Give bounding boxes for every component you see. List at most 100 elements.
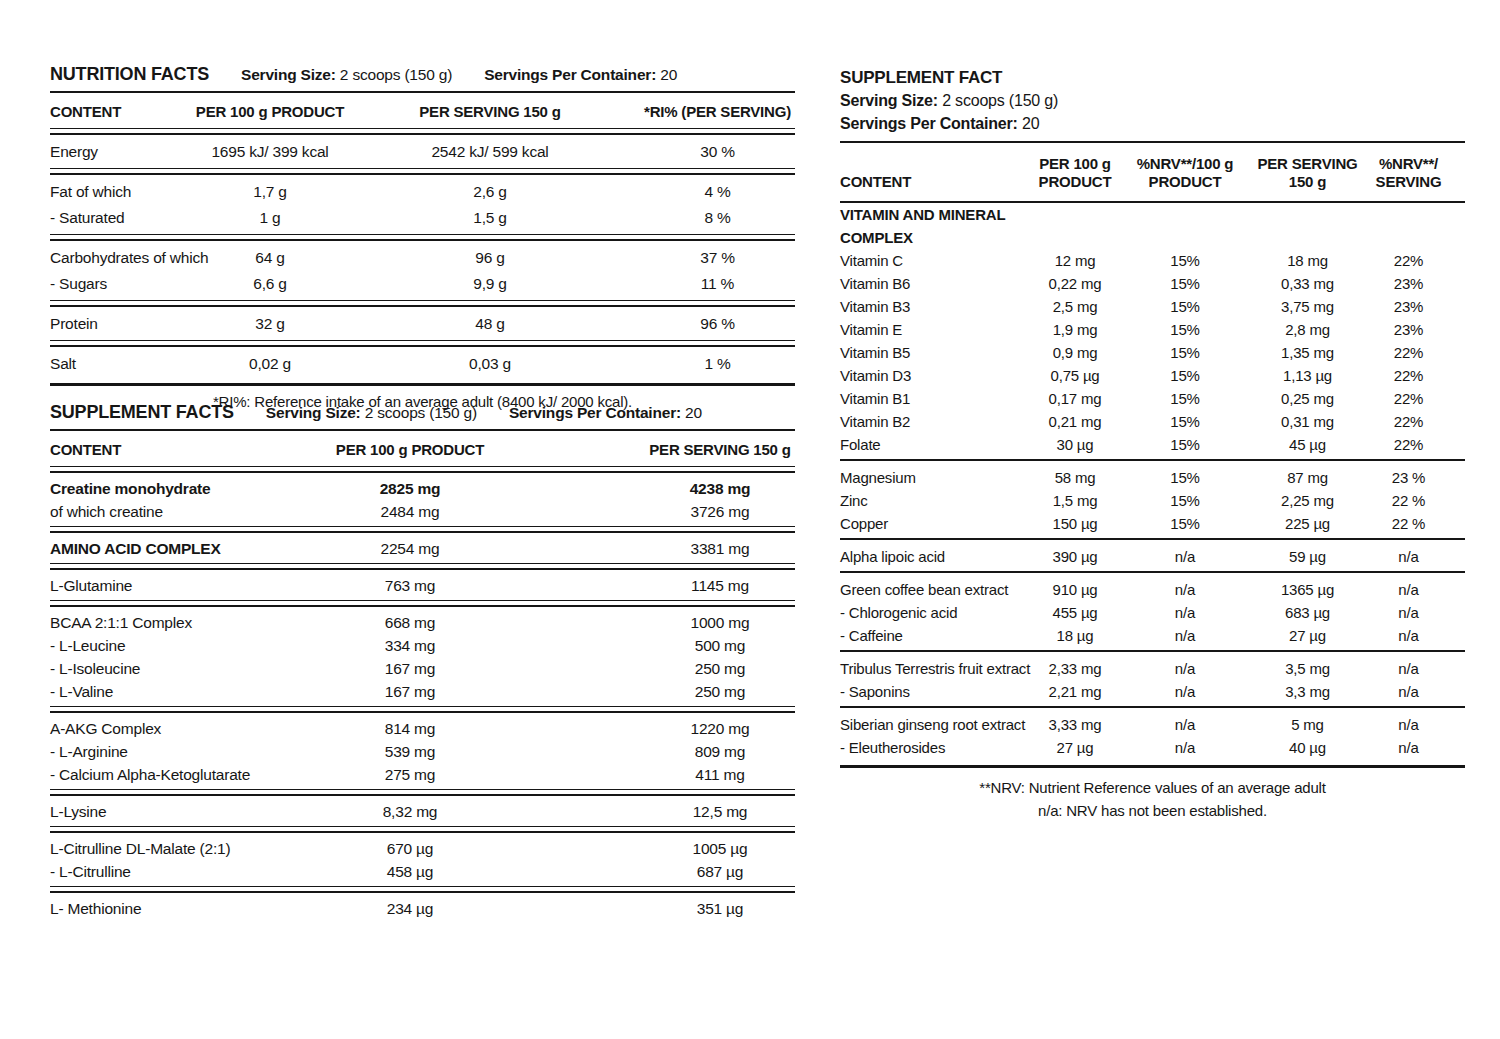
divider: [50, 383, 795, 386]
servings-per-container: Servings Per Container: 20: [509, 404, 702, 422]
nutrition-facts-table: NUTRITION FACTS Serving Size: 2 scoops (…: [50, 64, 795, 410]
nrv-100g-value: 15%: [1125, 410, 1245, 433]
serving-size-value: 2 scoops (150 g): [942, 92, 1058, 109]
nrv-serving-value: 22%: [1352, 410, 1465, 433]
table-row: Vitamin B1 0,17 mg 15% 0,25 mg 22%: [840, 387, 1465, 410]
table-row: Vitamin B6 0,22 mg 15% 0,33 mg 23%: [840, 272, 1465, 295]
divider: [50, 128, 795, 135]
table-row: Copper 150 µg 15% 225 µg 22 %: [840, 512, 1465, 535]
per-100g-value: 1695 kJ/ 399 kcal: [170, 139, 370, 165]
table-row: Creatine monohydrate 2825 mg 4238 mg: [50, 477, 795, 500]
nrv-100g-value: n/a: [1125, 578, 1245, 601]
table-row: Zinc 1,5 mg 15% 2,25 mg 22 %: [840, 489, 1465, 512]
table-row: Energy 1695 kJ/ 399 kcal 2542 kJ/ 599 kc…: [50, 139, 795, 165]
table-row: AMINO ACID COMPLEX 2254 mg 3381 mg: [50, 537, 795, 560]
col-header-per-serving: PER SERVING 150 g: [595, 441, 845, 460]
col-header-content: CONTENT: [50, 441, 121, 460]
nrv-100g-value: 15%: [1125, 466, 1245, 489]
ingredient-name: VITAMIN AND MINERAL COMPLEX: [840, 203, 1035, 249]
vitamin-rows: VITAMIN AND MINERAL COMPLEX Vitamin C 12…: [840, 203, 1465, 759]
nrv-100g-value: n/a: [1125, 736, 1245, 759]
nrv-100g-value: 15%: [1125, 272, 1245, 295]
per-100g-value: 1,7 g: [170, 179, 370, 205]
nrv-100g-value: 15%: [1125, 341, 1245, 364]
per-100g-value: 8,32 mg: [260, 800, 560, 823]
per-serving-value: 809 mg: [595, 740, 845, 763]
serving-size-label: Serving Size:: [840, 92, 938, 109]
table-row: VITAMIN AND MINERAL COMPLEX: [840, 203, 1465, 249]
nrv-serving-value: 22%: [1352, 341, 1465, 364]
per-serving-value: 411 mg: [595, 763, 845, 786]
supplement-facts-titlebar: SUPPLEMENT FACTS Serving Size: 2 scoops …: [50, 402, 795, 423]
section-divider: [50, 168, 795, 175]
per-100g-value: 670 µg: [260, 837, 560, 860]
supplement-facts-table: SUPPLEMENT FACTS Serving Size: 2 scoops …: [50, 402, 795, 920]
section-divider: [840, 650, 1465, 652]
nrv-serving-value: 23%: [1352, 272, 1465, 295]
serving-size-value: 2 scoops (150 g): [365, 404, 477, 421]
nrv-serving-value: 23%: [1352, 295, 1465, 318]
nrv-100g-value: n/a: [1125, 713, 1245, 736]
table-row: Vitamin B3 2,5 mg 15% 3,75 mg 23%: [840, 295, 1465, 318]
table-row: Protein 32 g 48 g 96 %: [50, 311, 795, 337]
col-header-per-serving: PER SERVING 150 g: [390, 103, 590, 122]
nutrition-rows: Energy 1695 kJ/ 399 kcal 2542 kJ/ 599 kc…: [50, 139, 795, 377]
per-serving-value: 48 g: [390, 311, 590, 337]
table-row: - L-Leucine 334 mg 500 mg: [50, 634, 795, 657]
col-header-ri-percent: *RI% (PER SERVING): [640, 103, 795, 122]
table-row: L-Glutamine 763 mg 1145 mg: [50, 574, 795, 597]
table-row: - Caffeine 18 µg n/a 27 µg n/a: [840, 624, 1465, 647]
per-100g-value: 539 mg: [260, 740, 560, 763]
col-header-content: CONTENT: [840, 173, 911, 192]
per-100g-value: 0,02 g: [170, 351, 370, 377]
section-divider: [50, 563, 795, 570]
section-divider: [50, 234, 795, 241]
per-serving-value: 1,5 g: [390, 205, 590, 231]
nrv-footnote-line2: n/a: NRV has not been established.: [840, 800, 1465, 823]
table-row: Folate 30 µg 15% 45 µg 22%: [840, 433, 1465, 456]
table-row: L-Citrulline DL-Malate (2:1) 670 µg 1005…: [50, 837, 795, 860]
ri-percent-value: 11 %: [640, 271, 795, 297]
right-table-title: SUPPLEMENT FACT: [840, 66, 1465, 89]
per-100g-value: 334 mg: [260, 634, 560, 657]
per-100g-value: 167 mg: [260, 657, 560, 680]
supplement-rows: Creatine monohydrate 2825 mg 4238 mg of …: [50, 477, 795, 920]
serving-size-value: 2 scoops (150 g): [340, 66, 452, 83]
per-100g-value: 6,6 g: [170, 271, 370, 297]
nrv-serving-value: 22%: [1352, 249, 1465, 272]
per-serving-value: 687 µg: [595, 860, 845, 883]
section-divider: [50, 789, 795, 796]
nrv-100g-value: 15%: [1125, 387, 1245, 410]
per-100g-value: 167 mg: [260, 680, 560, 703]
nrv-serving-value: n/a: [1352, 680, 1465, 703]
per-serving-value: 2542 kJ/ 599 kcal: [390, 139, 590, 165]
section-divider: [840, 538, 1465, 540]
per-serving-value: 2,6 g: [390, 179, 590, 205]
per-100g-value: 234 µg: [260, 897, 560, 920]
table-row: - Saturated 1 g 1,5 g 8 %: [50, 205, 795, 231]
section-divider: [840, 571, 1465, 573]
table-row: Carbohydrates of which 64 g 96 g 37 %: [50, 245, 795, 271]
table-row: Green coffee bean extract 910 µg n/a 136…: [840, 578, 1465, 601]
serving-size-label: Serving Size:: [266, 404, 361, 421]
per-serving-value: 12,5 mg: [595, 800, 845, 823]
ri-percent-value: 1 %: [640, 351, 795, 377]
per-100g-value: 814 mg: [260, 717, 560, 740]
per-100g-value: 275 mg: [260, 763, 560, 786]
servings-per-container: Servings Per Container: 20: [484, 66, 677, 84]
nrv-serving-value: n/a: [1352, 545, 1465, 568]
table-row: Vitamin B2 0,21 mg 15% 0,31 mg 22%: [840, 410, 1465, 433]
ri-percent-value: 96 %: [640, 311, 795, 337]
col-header-nrv-serving: %NRV**/ SERVING: [1352, 155, 1465, 193]
table-row: of which creatine 2484 mg 3726 mg: [50, 500, 795, 523]
per-serving-value: 96 g: [390, 245, 590, 271]
col-header-per-100g: PER 100 g PRODUCT: [170, 103, 370, 122]
divider: [50, 466, 795, 473]
table-row: Vitamin D3 0,75 µg 15% 1,13 µg 22%: [840, 364, 1465, 387]
table-row: A-AKG Complex 814 mg 1220 mg: [50, 717, 795, 740]
nutrition-facts-titlebar: NUTRITION FACTS Serving Size: 2 scoops (…: [50, 64, 795, 85]
per-serving-value: 0,03 g: [390, 351, 590, 377]
table-row: - Eleutherosides 27 µg n/a 40 µg n/a: [840, 736, 1465, 759]
per-serving-value: 250 mg: [595, 680, 845, 703]
servings-per-container-value: 20: [685, 404, 702, 421]
